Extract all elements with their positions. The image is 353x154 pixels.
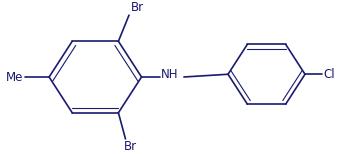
- Text: Br: Br: [131, 1, 144, 14]
- Text: Cl: Cl: [323, 68, 335, 81]
- Text: Me: Me: [6, 71, 23, 83]
- Text: NH: NH: [161, 68, 178, 81]
- Text: Br: Br: [124, 140, 137, 153]
